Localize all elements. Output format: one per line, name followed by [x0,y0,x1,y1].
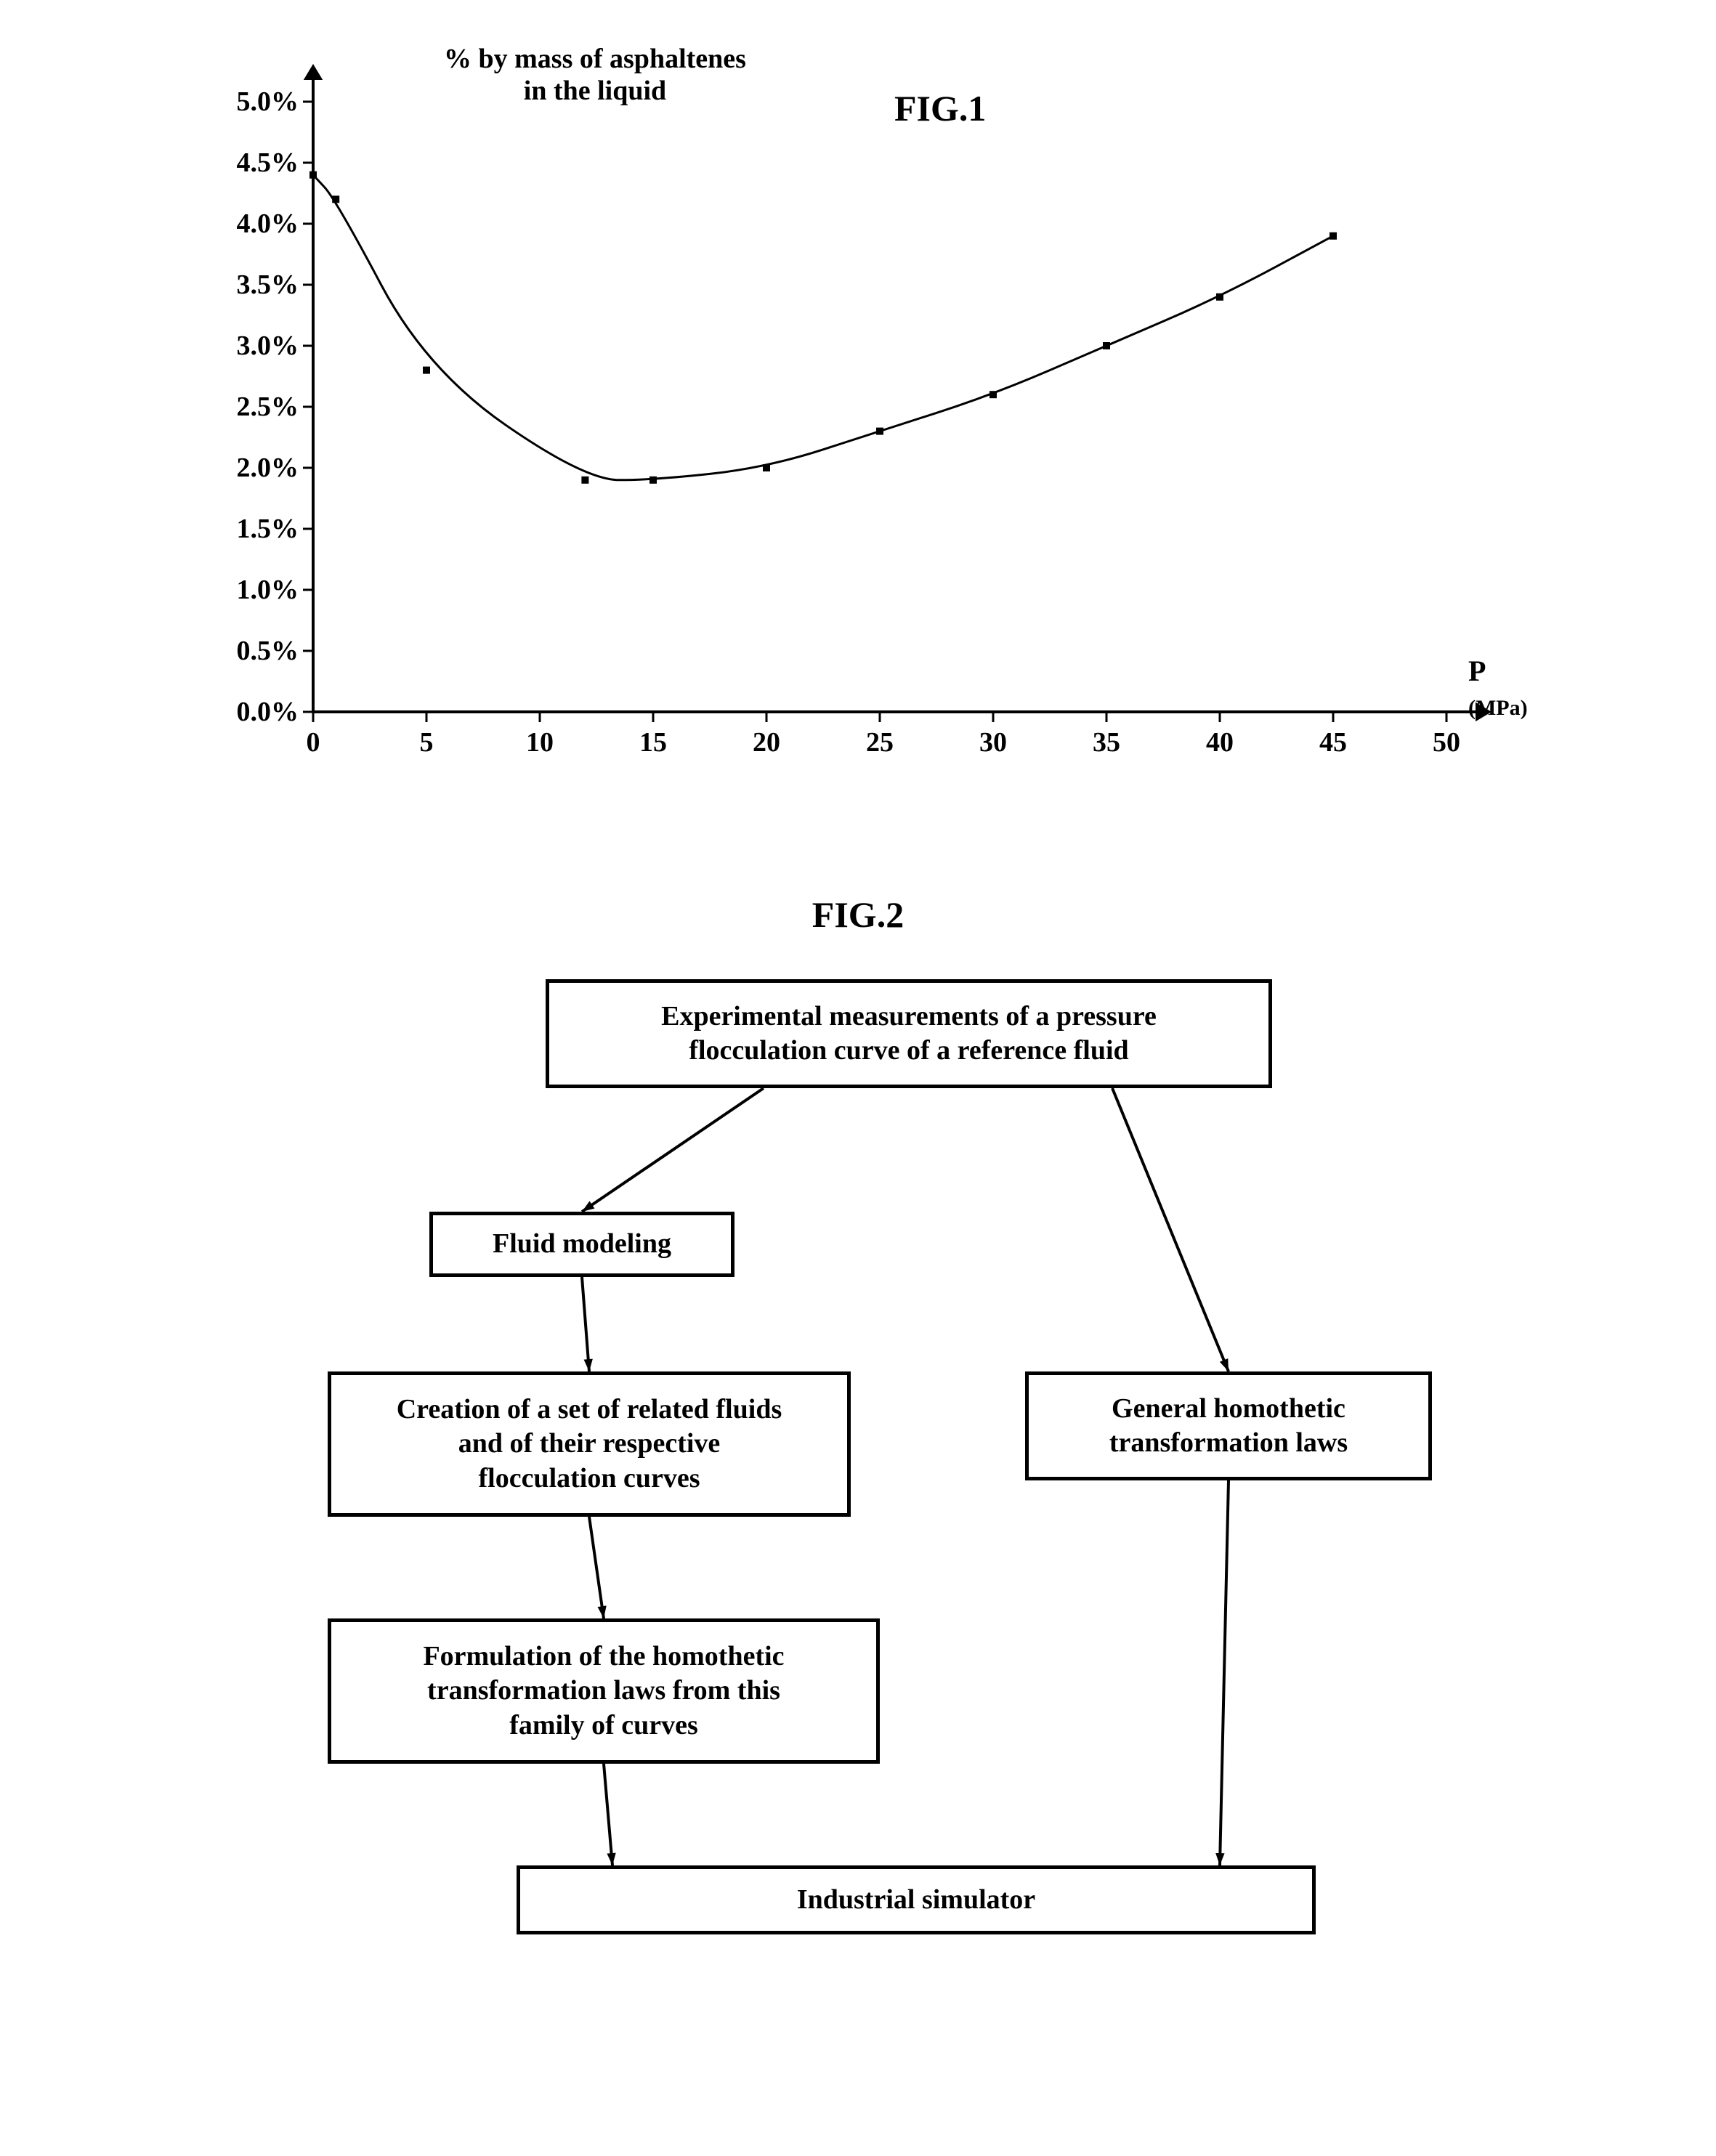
flow-node-n5: Formulation of the homothetic transforma… [328,1618,880,1764]
flow-node-n3: Creation of a set of related fluids and … [328,1371,851,1517]
fig1-xtick-label: 50 [1417,726,1476,758]
fig1-xtick-label: 40 [1191,726,1249,758]
fig1-ytick-label: 2.5% [211,391,299,423]
fig1-plot-svg [168,44,1548,806]
fig1-xtick-label: 15 [624,726,682,758]
fig1-ytick-label: 0.0% [211,696,299,728]
fig1-ytick-label: 1.0% [211,574,299,606]
fig1-xtick-label: 10 [511,726,569,758]
fig1-xtick-label: 0 [284,726,342,758]
fig1-xtick-label: 35 [1077,726,1136,758]
flow-node-n4: General homothetic transformation laws [1025,1371,1432,1480]
flow-node-n1: Experimental measurements of a pressure … [546,979,1272,1088]
fig1-xtick-label: 45 [1304,726,1362,758]
fig1-chart: % by mass of asphaltenes in the liquid F… [168,44,1548,806]
fig2-flowchart: Experimental measurements of a pressure … [240,979,1476,2069]
flow-node-n2: Fluid modeling [429,1212,734,1277]
fig1-ytick-label: 1.5% [211,513,299,545]
fig1-xtick-label: 20 [737,726,796,758]
fig1-ytick-label: 3.5% [211,269,299,301]
fig1-xtick-label: 25 [851,726,909,758]
fig1-ytick-label: 0.5% [211,635,299,667]
fig1-xtick-label: 5 [397,726,456,758]
flow-node-n6: Industrial simulator [517,1865,1316,1934]
fig2-label: FIG.2 [87,893,1629,936]
fig1-xtick-label: 30 [964,726,1022,758]
fig1-ytick-label: 4.0% [211,208,299,240]
fig1-ytick-label: 5.0% [211,86,299,118]
fig1-ytick-label: 2.0% [211,452,299,484]
fig1-ytick-label: 3.0% [211,330,299,362]
fig1-ytick-label: 4.5% [211,147,299,179]
